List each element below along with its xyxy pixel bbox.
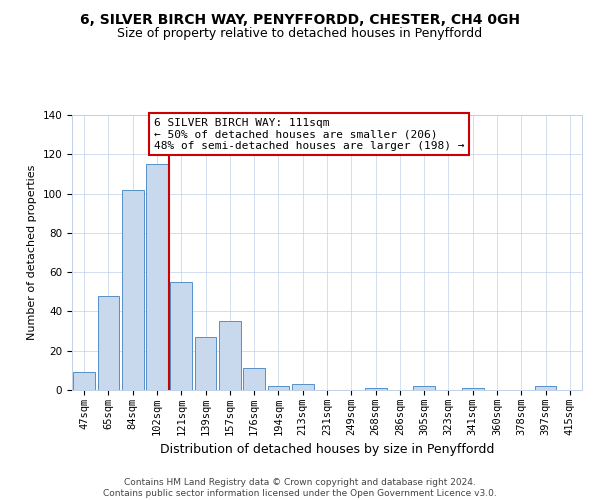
Text: Size of property relative to detached houses in Penyffordd: Size of property relative to detached ho… [118,28,482,40]
Bar [462,388,484,390]
Y-axis label: Number of detached properties: Number of detached properties [27,165,37,340]
Bar [365,388,386,390]
Text: 6 SILVER BIRCH WAY: 111sqm
← 50% of detached houses are smaller (206)
48% of sem: 6 SILVER BIRCH WAY: 111sqm ← 50% of deta… [154,118,464,151]
Bar [194,337,217,390]
Bar [413,386,435,390]
Bar [292,384,314,390]
Bar [268,386,289,390]
Text: 6, SILVER BIRCH WAY, PENYFFORDD, CHESTER, CH4 0GH: 6, SILVER BIRCH WAY, PENYFFORDD, CHESTER… [80,12,520,26]
Bar [146,164,168,390]
Bar [219,322,241,390]
Bar [170,282,192,390]
Bar [73,372,95,390]
X-axis label: Distribution of detached houses by size in Penyffordd: Distribution of detached houses by size … [160,444,494,456]
Bar [97,296,119,390]
Bar [243,368,265,390]
Bar [535,386,556,390]
Text: Contains HM Land Registry data © Crown copyright and database right 2024.
Contai: Contains HM Land Registry data © Crown c… [103,478,497,498]
Bar [122,190,143,390]
